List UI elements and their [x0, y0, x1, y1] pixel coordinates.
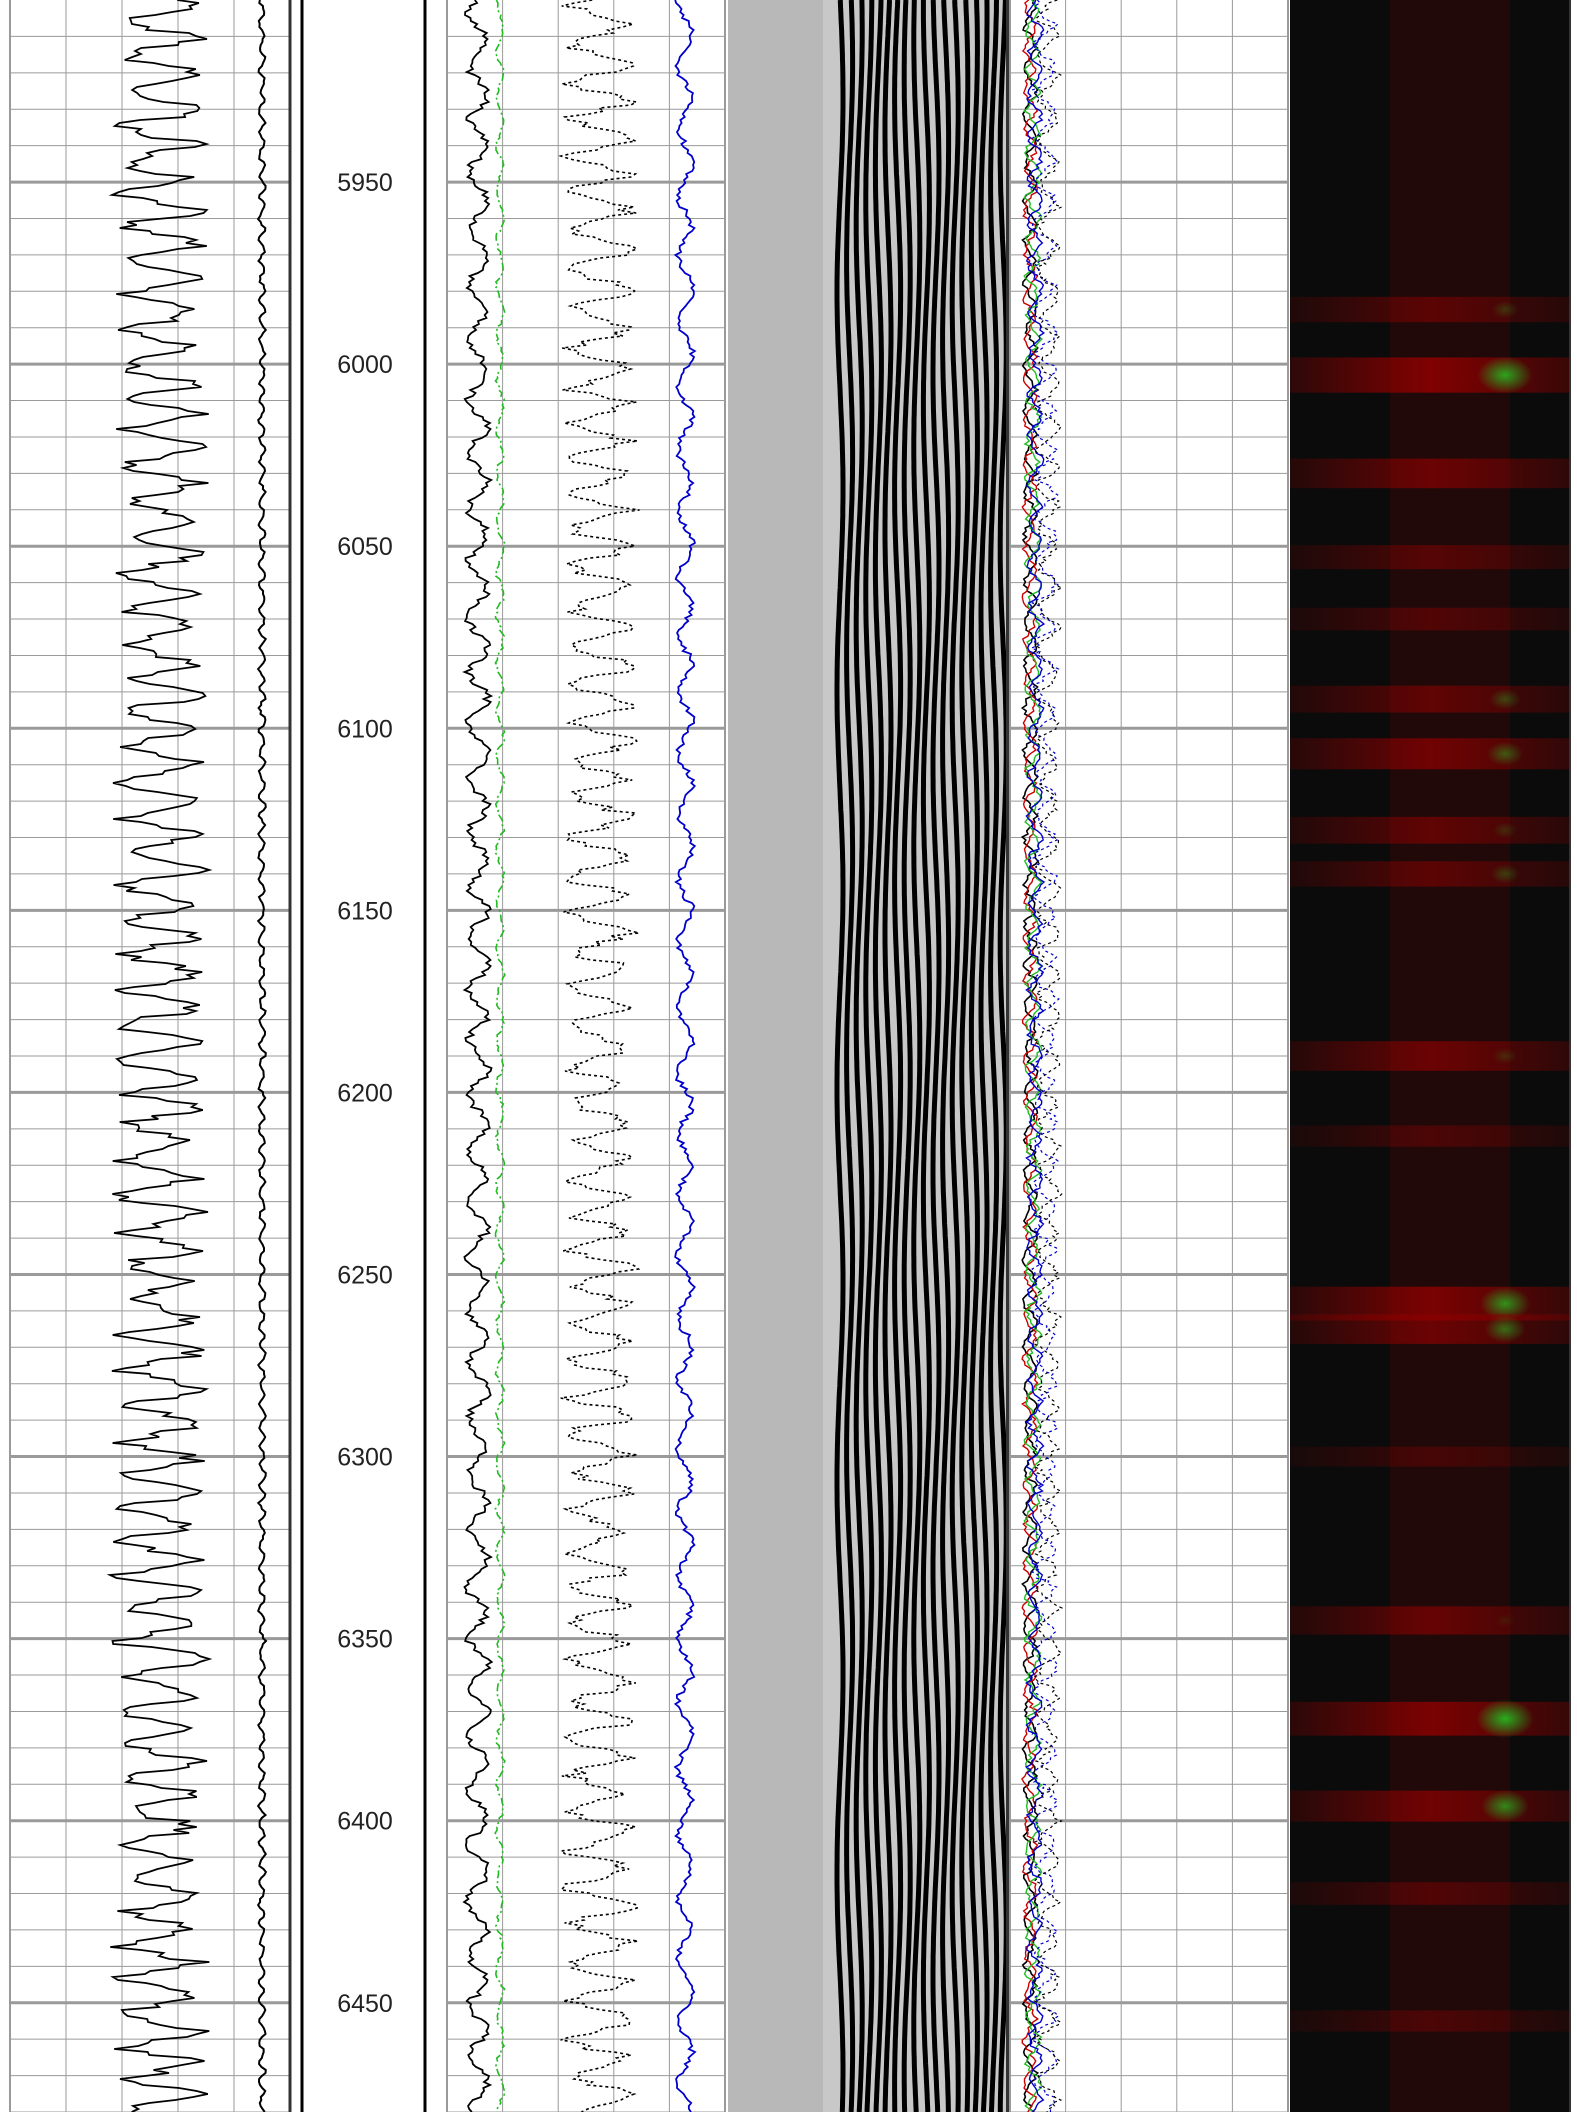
waveform-trace	[968, 0, 980, 2112]
waveform-trace	[863, 0, 875, 2112]
green-spot	[1489, 688, 1521, 710]
waveform-trace	[853, 0, 865, 2112]
track-1-curve	[106, 0, 213, 2112]
depth-tick-label: 6100	[337, 715, 393, 743]
track-1-spike-curve	[256, 0, 268, 2112]
track-4-blue-dotted-curve	[1029, 0, 1060, 2112]
depth-tick-label: 6250	[337, 1261, 393, 1289]
depth-tick-label: 6350	[337, 1626, 393, 1654]
waveform-trace	[959, 0, 971, 2112]
green-spot	[1495, 1614, 1515, 1627]
waveform-trace	[920, 0, 932, 2112]
track-4-blue-curve	[1024, 0, 1046, 2112]
waveform-trace	[882, 0, 894, 2112]
depth-tick-label: 6450	[337, 1990, 393, 2018]
green-spot	[1493, 1048, 1517, 1064]
heat-band	[1290, 607, 1570, 631]
track-4	[1009, 0, 1289, 2112]
heat-band	[1290, 1606, 1570, 1635]
track-4-black-curve	[1020, 0, 1040, 2112]
heat-band	[1290, 1446, 1570, 1467]
heat-band	[1290, 738, 1570, 770]
waveform-trace	[930, 0, 942, 2112]
green-spot	[1487, 741, 1523, 766]
track-2	[446, 0, 726, 2112]
waveform-trace	[844, 0, 856, 2112]
track-3-waveform	[728, 0, 1010, 2112]
green-spot	[1481, 1790, 1529, 1823]
green-spot	[1479, 1286, 1531, 1321]
heat-band	[1290, 2010, 1570, 2032]
track-4-red-curve	[1021, 0, 1040, 2112]
heat-band	[1290, 296, 1570, 323]
track-2-black-curve	[462, 0, 494, 2112]
track-5-image	[1290, 0, 1571, 2112]
depth-tick-label: 6000	[337, 351, 393, 379]
heat-band	[1290, 1314, 1570, 1344]
waveform-trace	[872, 0, 884, 2112]
heat-band	[1290, 1125, 1570, 1147]
track-2-dotted-curve	[558, 0, 641, 2112]
depth-track: 5950 6000 6050 6100 6150 6200 6250 6300 6350 6400…	[337, 0, 427, 2112]
waveform-trace	[892, 0, 904, 2112]
heat-band	[1290, 685, 1570, 713]
track-1	[9, 0, 304, 2112]
waveform-shaded-region	[728, 0, 823, 2112]
track-2-green-curve	[494, 0, 506, 2112]
waveform-trace	[949, 0, 961, 2112]
heat-band	[1290, 545, 1570, 570]
depth-tick-label: 6050	[337, 533, 393, 561]
heat-band	[1290, 1882, 1570, 1905]
waveform-trace	[978, 0, 990, 2112]
waveform-trace	[988, 0, 1000, 2112]
green-spot	[1490, 864, 1520, 884]
depth-tick-label: 6150	[337, 897, 393, 925]
waveform-trace	[940, 0, 952, 2112]
track-4-black-dotted-curve	[1033, 0, 1064, 2112]
heat-band	[1290, 816, 1570, 844]
heat-band	[1290, 458, 1570, 489]
waveform-trace	[901, 0, 913, 2112]
heat-band	[1290, 1041, 1570, 1071]
depth-tick-label: 6300	[337, 1444, 393, 1472]
heat-band	[1290, 861, 1570, 887]
waveform-trace	[911, 0, 923, 2112]
green-spot	[1493, 822, 1517, 839]
waveform-trace	[834, 0, 846, 2112]
green-spot	[1477, 356, 1533, 394]
green-spot	[1484, 1315, 1526, 1343]
green-spot	[1476, 1699, 1534, 1738]
track-2-blue-curve	[673, 0, 697, 2112]
depth-tick-label: 5950	[337, 169, 393, 197]
depth-tick-label: 6200	[337, 1079, 393, 1107]
green-spot	[1491, 300, 1519, 319]
depth-tick-label: 6400	[337, 1808, 393, 1836]
